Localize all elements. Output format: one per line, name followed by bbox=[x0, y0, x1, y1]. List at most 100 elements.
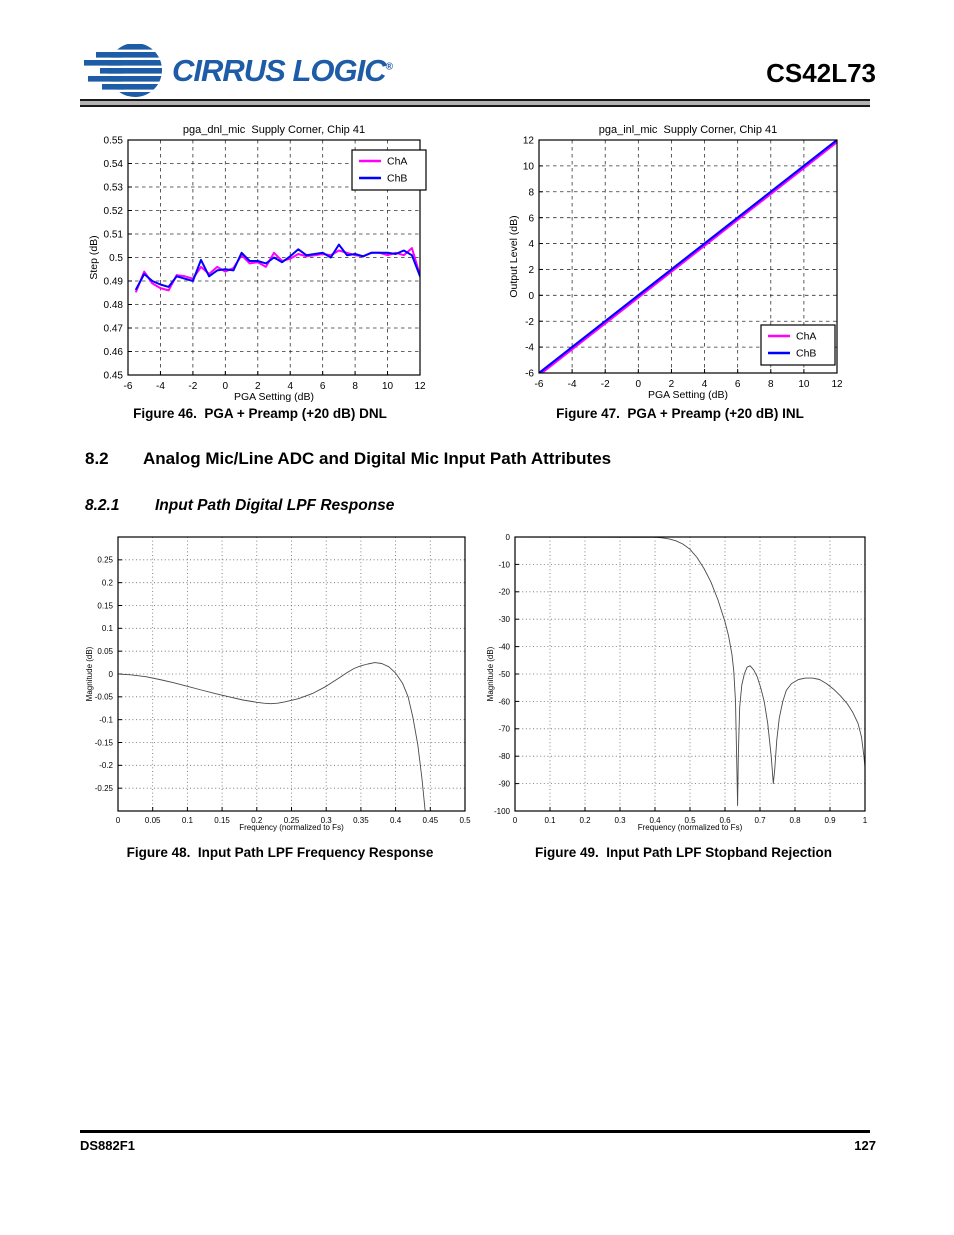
svg-text:ChA: ChA bbox=[796, 331, 816, 343]
fig46-svg: -6 -4 -2 0 2 4 6 8 10 12 0.45 0.46 0.47 0.48 0.49 0.5 0.… bbox=[88, 124, 427, 403]
svg-text:Output Level (dB): Output Level (dB) bbox=[508, 215, 520, 297]
svg-text:Magnitude (dB): Magnitude (dB) bbox=[487, 646, 495, 701]
svg-text:0.15: 0.15 bbox=[97, 601, 113, 610]
svg-text:-60: -60 bbox=[498, 697, 510, 706]
page-title-part-number: CS42L73 bbox=[766, 58, 876, 88]
svg-text:0: 0 bbox=[513, 816, 518, 825]
svg-text:12: 12 bbox=[523, 136, 535, 147]
svg-text:6: 6 bbox=[735, 379, 741, 390]
svg-text:6: 6 bbox=[320, 381, 326, 392]
svg-text:0.6: 0.6 bbox=[719, 816, 731, 825]
svg-text:-6: -6 bbox=[525, 369, 534, 380]
svg-text:-4: -4 bbox=[568, 379, 577, 390]
svg-text:pga_inl_mic Supply Corner, Ch: pga_inl_mic Supply Corner, Chip 41 bbox=[599, 124, 778, 136]
cirrus-logic-logo: CIRRUS LOGIC® bbox=[84, 42, 393, 100]
svg-text:0: 0 bbox=[636, 379, 642, 390]
svg-text:1: 1 bbox=[863, 816, 868, 825]
svg-text:PGA Setting (dB): PGA Setting (dB) bbox=[234, 391, 314, 403]
svg-text:0.8: 0.8 bbox=[789, 816, 801, 825]
svg-text:-2: -2 bbox=[525, 317, 534, 328]
figure-46-caption: Figure 46. PGA + Preamp (+20 dB) DNL bbox=[133, 406, 387, 421]
section-heading-8-2: 8.2 Analog Mic/Line ADC and Digital Mic … bbox=[85, 449, 611, 469]
svg-text:0.3: 0.3 bbox=[321, 816, 333, 825]
svg-text:-0.1: -0.1 bbox=[99, 716, 113, 725]
section-heading-8-2-1: 8.2.1 Input Path Digital LPF Response bbox=[85, 497, 394, 515]
svg-text:Step (dB): Step (dB) bbox=[88, 235, 100, 279]
svg-text:-50: -50 bbox=[498, 670, 510, 679]
section-title: Analog Mic/Line ADC and Digital Mic Inpu… bbox=[143, 449, 612, 468]
lpf-frequency-response-chart: 0 0.05 0.1 0.15 0.2 0.25 0.3 0.35 0.4 0.45 0.5 -0.2… bbox=[85, 528, 475, 838]
svg-text:2: 2 bbox=[669, 379, 675, 390]
svg-text:-100: -100 bbox=[494, 807, 511, 816]
svg-text:-0.2: -0.2 bbox=[99, 761, 113, 770]
svg-text:PGA Setting (dB): PGA Setting (dB) bbox=[648, 389, 728, 401]
svg-text:0: 0 bbox=[223, 381, 229, 392]
svg-text:pga_dnl_mic Supply Corner, Ch: pga_dnl_mic Supply Corner, Chip 41 bbox=[183, 124, 365, 136]
footer-page-number: 127 bbox=[854, 1138, 876, 1153]
svg-text:0.2: 0.2 bbox=[579, 816, 591, 825]
svg-text:0.05: 0.05 bbox=[97, 647, 113, 656]
svg-text:-40: -40 bbox=[498, 642, 510, 651]
svg-text:12: 12 bbox=[414, 381, 426, 392]
svg-text:Frequency (normalized to Fs): Frequency (normalized to Fs) bbox=[239, 823, 344, 832]
svg-text:8: 8 bbox=[352, 381, 358, 392]
svg-text:ChB: ChB bbox=[796, 348, 816, 360]
svg-text:0.5: 0.5 bbox=[109, 253, 123, 264]
svg-text:0.35: 0.35 bbox=[353, 816, 369, 825]
svg-text:0.53: 0.53 bbox=[104, 183, 124, 194]
svg-text:0.55: 0.55 bbox=[104, 136, 124, 147]
svg-text:0.2: 0.2 bbox=[251, 816, 263, 825]
svg-text:-4: -4 bbox=[156, 381, 165, 392]
svg-text:0.4: 0.4 bbox=[649, 816, 661, 825]
svg-text:ChA: ChA bbox=[387, 156, 407, 168]
subsection-title: Input Path Digital LPF Response bbox=[155, 497, 395, 514]
svg-text:0.1: 0.1 bbox=[102, 624, 114, 633]
header-divider-bar bbox=[80, 99, 870, 107]
svg-text:0: 0 bbox=[528, 291, 534, 302]
svg-text:4: 4 bbox=[528, 239, 534, 250]
section-number: 8.2 bbox=[85, 449, 109, 468]
lpf-stopband-rejection-chart: 0 0.1 0.2 0.3 0.4 0.5 0.6 0.7 0.8 0.9 1 -100 -90 -80-… bbox=[486, 528, 880, 838]
footer-document-number: DS882F1 bbox=[80, 1138, 135, 1153]
svg-text:0.2: 0.2 bbox=[102, 579, 114, 588]
brand-wordmark: CIRRUS LOGIC® bbox=[172, 53, 393, 89]
svg-text:-2: -2 bbox=[188, 381, 197, 392]
fig47-svg: -6 -4 -2 0 2 4 6 8 10 12 -6 -4 -2 0 2 4 6 8 10 12 pga_inl_mi… bbox=[508, 124, 843, 401]
svg-text:0.1: 0.1 bbox=[182, 816, 194, 825]
svg-text:ChB: ChB bbox=[387, 173, 407, 185]
svg-text:0.9: 0.9 bbox=[824, 816, 836, 825]
svg-text:0.4: 0.4 bbox=[390, 816, 402, 825]
svg-text:10: 10 bbox=[798, 379, 810, 390]
svg-text:4: 4 bbox=[287, 381, 293, 392]
cirrus-logic-logo-icon bbox=[84, 44, 162, 97]
fig47-legend: ChA ChB bbox=[760, 324, 836, 366]
svg-text:-20: -20 bbox=[498, 588, 510, 597]
svg-text:-0.05: -0.05 bbox=[95, 693, 114, 702]
svg-text:0.5: 0.5 bbox=[684, 816, 696, 825]
svg-text:0.46: 0.46 bbox=[104, 347, 124, 358]
svg-text:-6: -6 bbox=[124, 381, 133, 392]
svg-text:0.05: 0.05 bbox=[145, 816, 161, 825]
svg-text:0.47: 0.47 bbox=[104, 324, 124, 335]
svg-text:0.25: 0.25 bbox=[97, 556, 113, 565]
svg-text:0: 0 bbox=[506, 533, 511, 542]
svg-text:Magnitude (dB): Magnitude (dB) bbox=[85, 646, 94, 701]
svg-text:0.7: 0.7 bbox=[754, 816, 766, 825]
svg-text:0.49: 0.49 bbox=[104, 277, 124, 288]
svg-text:2: 2 bbox=[255, 381, 261, 392]
svg-text:0.48: 0.48 bbox=[104, 300, 124, 311]
svg-text:0: 0 bbox=[116, 816, 121, 825]
svg-text:6: 6 bbox=[528, 213, 534, 224]
svg-text:-30: -30 bbox=[498, 615, 510, 624]
svg-text:-70: -70 bbox=[498, 725, 510, 734]
fig49-svg: 0 0.1 0.2 0.3 0.4 0.5 0.6 0.7 0.8 0.9 1-100-90-80-… bbox=[486, 533, 868, 832]
svg-text:-90: -90 bbox=[498, 779, 510, 788]
figure-47-caption: Figure 47. PGA + Preamp (+20 dB) INL bbox=[556, 406, 804, 421]
svg-text:-4: -4 bbox=[525, 343, 534, 354]
registered-mark: ® bbox=[385, 61, 393, 73]
svg-text:12: 12 bbox=[831, 379, 843, 390]
svg-text:0: 0 bbox=[109, 670, 114, 679]
svg-text:0.52: 0.52 bbox=[104, 206, 124, 217]
inl-chart: -6 -4 -2 0 2 4 6 8 10 12 -6 -4 -2 0 2 4 6 8 10 12 pga_inl_mi… bbox=[505, 118, 855, 420]
